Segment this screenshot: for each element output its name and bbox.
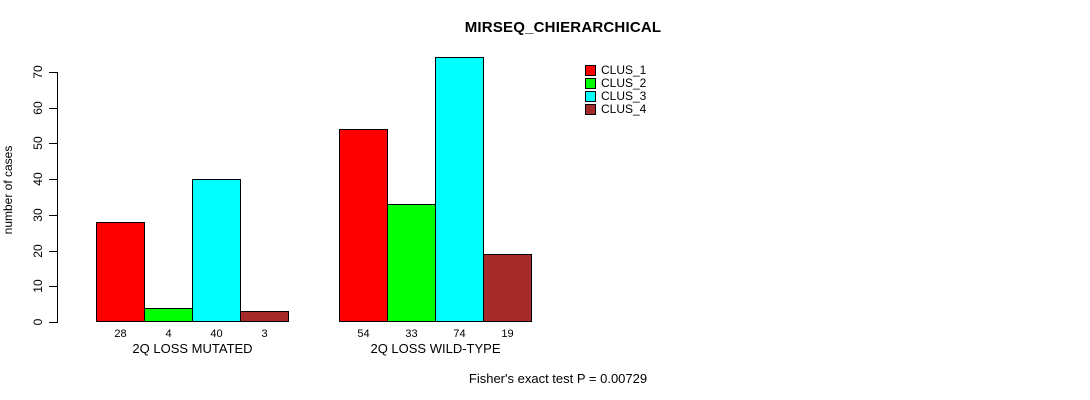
y-axis-tick-label: 10 [31, 279, 45, 293]
group-label: 2Q LOSS MUTATED [132, 341, 253, 356]
fisher-test-annotation: Fisher's exact test P = 0.00729 [468, 371, 648, 386]
y-axis-tick-label: 20 [31, 243, 45, 258]
y-axis-tick [49, 107, 58, 109]
bar-g1-clus-1 [339, 128, 388, 322]
bar-g0-clus-1 [96, 221, 145, 322]
legend-label-clus-2: CLUS_2 [601, 76, 647, 90]
bar-value-label: 33 [405, 328, 418, 340]
bar-value-label: 4 [165, 328, 172, 340]
group-label: 2Q LOSS WILD-TYPE [370, 341, 501, 356]
chart-title: MIRSEQ_CHIERARCHICAL [464, 19, 662, 36]
bar-g1-clus-2 [387, 204, 436, 322]
bar-g1-clus-4 [483, 254, 532, 322]
y-axis-tick [49, 250, 58, 252]
y-axis-tick-label: 0 [31, 318, 45, 326]
bar-g0-clus-3 [192, 179, 241, 322]
bar-value-label: 28 [114, 328, 127, 340]
y-axis-tick-label: 60 [31, 100, 45, 115]
legend-swatch-clus-2 [585, 78, 596, 89]
y-axis-tick [49, 71, 58, 73]
bar-value-label: 54 [357, 328, 370, 340]
legend-item-clus-2: CLUS_2 [585, 77, 646, 90]
legend-label-clus-3: CLUS_3 [601, 89, 647, 103]
y-axis-tick [49, 143, 58, 145]
legend-item-clus-1: CLUS_1 [585, 64, 646, 77]
bar-value-label: 3 [261, 328, 268, 340]
bar-g1-clus-3 [435, 57, 484, 322]
y-axis-tick [49, 179, 58, 180]
y-axis-tick [49, 286, 58, 288]
legend-swatch-clus-1 [585, 65, 596, 76]
bar-value-label: 40 [210, 328, 223, 340]
bar-value-label: 19 [501, 328, 514, 340]
y-axis-tick-label: 30 [31, 208, 45, 222]
legend-label-clus-4: CLUS_4 [601, 102, 647, 116]
y-axis-tick-label: 70 [31, 65, 45, 79]
bar-g0-clus-4 [240, 311, 289, 322]
legend-item-clus-3: CLUS_3 [585, 90, 646, 103]
y-axis-tick-label: 40 [31, 172, 45, 186]
legend-swatch-clus-4 [585, 104, 596, 115]
y-axis-tick [49, 322, 58, 323]
legend-swatch-clus-3 [585, 91, 596, 102]
legend-label-clus-1: CLUS_1 [601, 63, 647, 77]
y-axis-tick-label: 50 [31, 136, 45, 150]
bar-value-label: 74 [453, 328, 466, 340]
legend: CLUS_1 CLUS_2 CLUS_3 CLUS_4 [585, 64, 646, 116]
bar-g0-clus-2 [144, 307, 193, 322]
legend-item-clus-4: CLUS_4 [585, 103, 646, 116]
y-axis-line [57, 71, 58, 323]
y-axis-tick [49, 214, 58, 216]
